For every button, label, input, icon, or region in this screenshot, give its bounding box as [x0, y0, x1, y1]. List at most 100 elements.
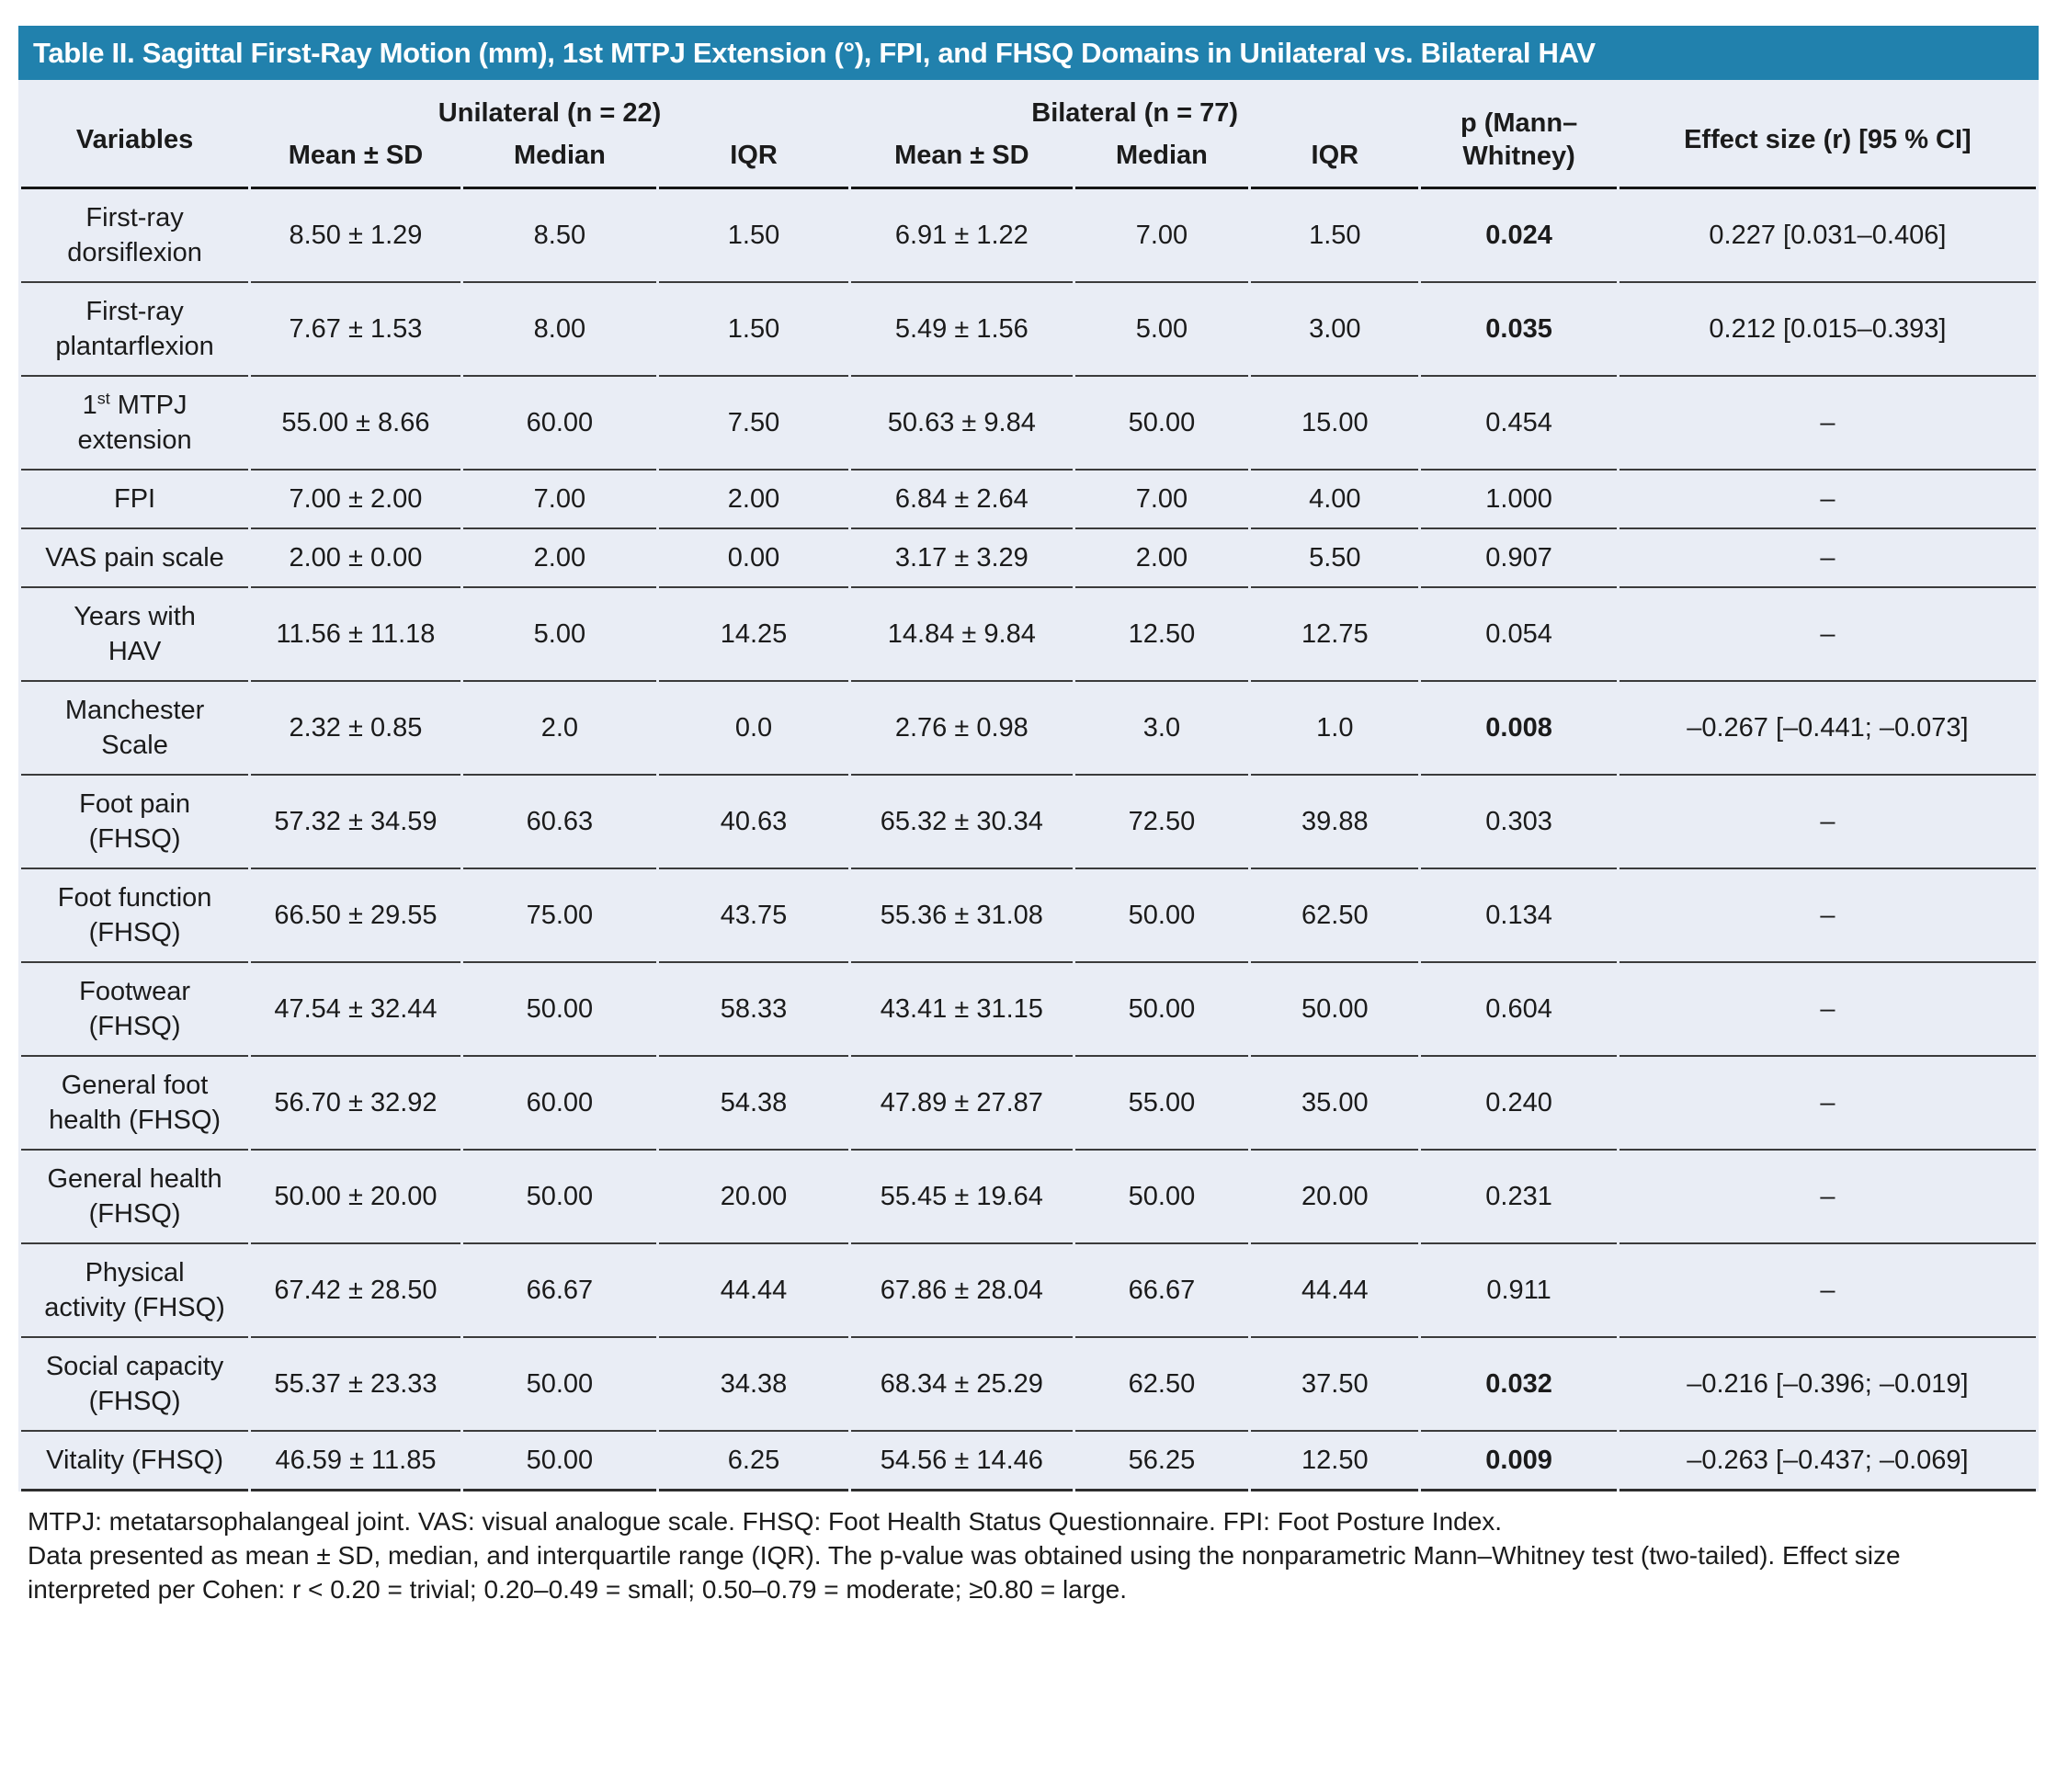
effect-size-cell: –: [1619, 776, 2036, 869]
col-header-p-value: p (Mann–Whitney): [1421, 80, 1617, 189]
value-cell: 12.50: [1251, 1432, 1419, 1491]
value-cell: 55.45 ± 19.64: [851, 1151, 1073, 1244]
value-cell: 50.00: [462, 1151, 657, 1244]
variable-cell: Foot pain (FHSQ): [21, 776, 249, 869]
value-cell: 50.00: [1074, 963, 1249, 1057]
col-header-effect-size: Effect size (r) [95 % CI]: [1619, 80, 2036, 189]
p-value-cell: 0.032: [1421, 1338, 1617, 1432]
header-row-groups: Variables Unilateral (n = 22) Bilateral …: [21, 80, 2036, 189]
p-value-cell: 0.054: [1421, 588, 1617, 682]
col-group-bilateral: Bilateral (n = 77): [1031, 98, 1239, 128]
p-value-cell: 0.024: [1421, 189, 1617, 283]
table-title: Table II. Sagittal First-Ray Motion (mm)…: [18, 26, 2039, 80]
superscript-text: st: [97, 389, 110, 408]
footnote-abbreviations: MTPJ: metatarsophalangeal joint. VAS: vi…: [28, 1507, 1503, 1536]
p-value-cell: 0.604: [1421, 963, 1617, 1057]
table-row: Foot function (FHSQ) 66.50 ± 29.55 75.00…: [21, 869, 2036, 963]
results-table: Variables Unilateral (n = 22) Bilateral …: [18, 80, 2039, 1491]
value-cell: 14.84 ± 9.84: [851, 588, 1073, 682]
value-cell: 7.67 ± 1.53: [251, 283, 460, 377]
p-value-cell: 0.911: [1421, 1244, 1617, 1338]
p-value-cell: 0.240: [1421, 1057, 1617, 1151]
table-figure: Table II. Sagittal First-Ray Motion (mm)…: [18, 26, 2039, 1606]
value-cell: 72.50: [1074, 776, 1249, 869]
variable-cell: Years with HAV: [21, 588, 249, 682]
value-cell: 8.50: [462, 189, 657, 283]
value-cell: 60.00: [462, 377, 657, 471]
variable-cell: 1st MTPJ extension: [21, 377, 249, 471]
value-cell: 57.32 ± 34.59: [251, 776, 460, 869]
value-cell: 7.00 ± 2.00: [251, 471, 460, 529]
table-row: General foot health (FHSQ) 56.70 ± 32.92…: [21, 1057, 2036, 1151]
value-cell: 8.50 ± 1.29: [251, 189, 460, 283]
value-cell: 44.44: [1251, 1244, 1419, 1338]
value-cell: 11.56 ± 11.18: [251, 588, 460, 682]
effect-size-cell: –: [1619, 1057, 2036, 1151]
effect-size-cell: –0.263 [–0.437; –0.069]: [1619, 1432, 2036, 1491]
value-cell: 14.25: [659, 588, 848, 682]
effect-size-cell: –: [1619, 377, 2036, 471]
table-row: FPI 7.00 ± 2.00 7.00 2.00 6.84 ± 2.64 7.…: [21, 471, 2036, 529]
effect-size-cell: –0.267 [–0.441; –0.073]: [1619, 682, 2036, 776]
value-cell: 68.34 ± 25.29: [851, 1338, 1073, 1432]
value-cell: 5.49 ± 1.56: [851, 283, 1073, 377]
col-header-bi-median: Median: [1074, 133, 1249, 189]
value-cell: 5.00: [1074, 283, 1249, 377]
p-value-cell: 0.303: [1421, 776, 1617, 869]
value-cell: 2.0: [462, 682, 657, 776]
table-row: First-ray dorsiflexion 8.50 ± 1.29 8.50 …: [21, 189, 2036, 283]
table-row: Physical activity (FHSQ) 67.42 ± 28.50 6…: [21, 1244, 2036, 1338]
value-cell: 50.00: [1074, 869, 1249, 963]
value-cell: 12.75: [1251, 588, 1419, 682]
table-row: First-ray plantarflexion 7.67 ± 1.53 8.0…: [21, 283, 2036, 377]
variable-cell: Manchester Scale: [21, 682, 249, 776]
value-cell: 55.36 ± 31.08: [851, 869, 1073, 963]
value-cell: 50.00: [462, 1338, 657, 1432]
value-cell: 7.00: [462, 471, 657, 529]
value-cell: 47.54 ± 32.44: [251, 963, 460, 1057]
value-cell: 46.59 ± 11.85: [251, 1432, 460, 1491]
table-row: Manchester Scale 2.32 ± 0.85 2.0 0.0 2.7…: [21, 682, 2036, 776]
p-value-cell: 0.231: [1421, 1151, 1617, 1244]
variable-cell: Vitality (FHSQ): [21, 1432, 249, 1491]
value-cell: 65.32 ± 30.34: [851, 776, 1073, 869]
table-row: 1st MTPJ extension 55.00 ± 8.66 60.00 7.…: [21, 377, 2036, 471]
value-cell: 66.50 ± 29.55: [251, 869, 460, 963]
value-cell: 54.38: [659, 1057, 848, 1151]
value-cell: 2.00: [659, 471, 848, 529]
p-value-cell: 0.035: [1421, 283, 1617, 377]
value-cell: 50.00 ± 20.00: [251, 1151, 460, 1244]
value-cell: 43.75: [659, 869, 848, 963]
value-cell: 20.00: [659, 1151, 848, 1244]
value-cell: 3.00: [1251, 283, 1419, 377]
value-cell: 50.00: [1074, 1151, 1249, 1244]
value-cell: 8.00: [462, 283, 657, 377]
effect-size-cell: –: [1619, 1244, 2036, 1338]
effect-size-cell: –0.216 [–0.396; –0.019]: [1619, 1338, 2036, 1432]
value-cell: 2.00: [462, 529, 657, 588]
value-cell: 56.25: [1074, 1432, 1249, 1491]
value-cell: 35.00: [1251, 1057, 1419, 1151]
effect-size-cell: 0.212 [0.015–0.393]: [1619, 283, 2036, 377]
p-value-cell: 0.008: [1421, 682, 1617, 776]
footnote-methods: Data presented as mean ± SD, median, and…: [28, 1541, 1901, 1604]
value-cell: 0.0: [659, 682, 848, 776]
value-cell: 5.50: [1251, 529, 1419, 588]
value-cell: 7.50: [659, 377, 848, 471]
effect-size-cell: –: [1619, 1151, 2036, 1244]
value-cell: 55.00: [1074, 1057, 1249, 1151]
value-cell: 60.63: [462, 776, 657, 869]
value-cell: 7.00: [1074, 189, 1249, 283]
table-row: Foot pain (FHSQ) 57.32 ± 34.59 60.63 40.…: [21, 776, 2036, 869]
value-cell: 1.0: [1251, 682, 1419, 776]
value-cell: 3.0: [1074, 682, 1249, 776]
value-cell: 50.63 ± 9.84: [851, 377, 1073, 471]
value-cell: 47.89 ± 27.87: [851, 1057, 1073, 1151]
p-value-cell: 1.000: [1421, 471, 1617, 529]
col-header-bi-iqr: IQR: [1251, 133, 1419, 189]
value-cell: 34.38: [659, 1338, 848, 1432]
variable-cell: Footwear (FHSQ): [21, 963, 249, 1057]
value-cell: 67.86 ± 28.04: [851, 1244, 1073, 1338]
col-header-uni-mean-sd: Mean ± SD: [251, 133, 460, 189]
p-value-cell: 0.907: [1421, 529, 1617, 588]
